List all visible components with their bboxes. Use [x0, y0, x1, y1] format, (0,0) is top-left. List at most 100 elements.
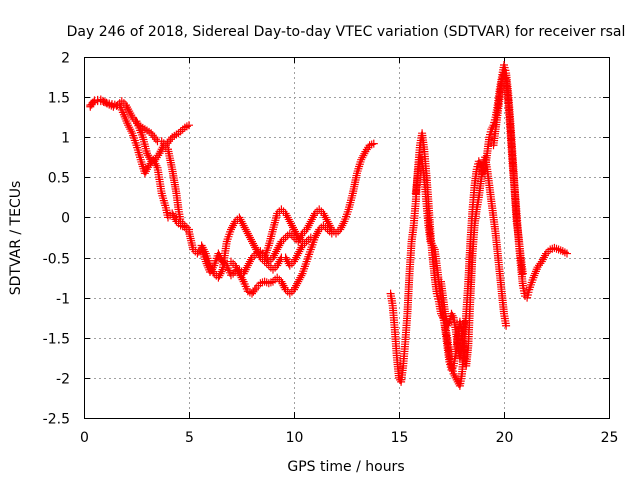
data-point — [448, 363, 457, 372]
data-point — [291, 227, 300, 236]
data-point — [126, 109, 135, 118]
data-point — [275, 257, 284, 266]
data-point — [327, 229, 336, 238]
data-point — [241, 265, 250, 274]
data-point — [292, 229, 301, 238]
data-point — [307, 215, 316, 224]
data-point — [502, 321, 511, 330]
data-point — [337, 223, 346, 232]
data-point — [215, 271, 224, 280]
data-point — [319, 209, 328, 218]
data-point — [233, 265, 242, 274]
data-point — [358, 153, 367, 162]
data-point — [240, 223, 249, 232]
data-point — [428, 241, 437, 250]
data-point — [252, 245, 261, 254]
data-point — [207, 263, 216, 272]
data-point — [281, 209, 290, 218]
data-point — [296, 245, 305, 254]
series-10 — [437, 277, 469, 362]
data-point — [253, 247, 262, 256]
data-point — [248, 237, 256, 246]
data-point — [249, 239, 258, 248]
data-point — [447, 365, 456, 374]
data-point — [429, 243, 438, 252]
x-axis-label: GPS time / hours — [287, 459, 404, 475]
data-point — [308, 213, 317, 222]
data-point — [273, 245, 282, 254]
data-point — [287, 221, 296, 230]
data-point — [292, 281, 301, 290]
data-point — [238, 219, 247, 228]
y-tick-label: 0 — [61, 211, 70, 227]
series-8 — [411, 153, 511, 374]
data-point — [324, 219, 333, 228]
data-point — [144, 151, 153, 160]
data-point — [448, 311, 457, 320]
data-point — [237, 217, 246, 226]
x-tick-label: 20 — [496, 430, 514, 446]
data-point — [275, 241, 284, 250]
data-point — [126, 125, 135, 134]
data-point — [244, 231, 253, 240]
data-point — [451, 373, 460, 382]
data-point — [143, 165, 151, 174]
data-point — [216, 269, 225, 278]
data-point — [303, 223, 312, 232]
data-point — [286, 219, 295, 228]
data-points — [86, 61, 571, 390]
data-point — [250, 241, 259, 250]
data-point — [443, 321, 452, 330]
data-point — [152, 161, 161, 170]
data-point — [127, 127, 136, 136]
data-point — [235, 269, 244, 278]
data-point — [292, 253, 301, 262]
y-axis-label: SDTVAR / TECUs — [8, 181, 24, 296]
data-point — [444, 319, 453, 328]
data-point — [200, 247, 209, 256]
data-point — [244, 259, 253, 268]
data-point — [563, 249, 571, 258]
y-tick-label: -2 — [56, 372, 70, 388]
data-point — [281, 253, 290, 262]
data-point — [427, 239, 436, 248]
y-tick-label: 1.5 — [48, 91, 70, 107]
data-point — [426, 237, 435, 246]
data-point — [290, 285, 298, 294]
data-point — [285, 217, 294, 226]
data-point — [141, 167, 150, 176]
data-point — [124, 121, 133, 130]
data-point — [238, 275, 247, 284]
data-point — [274, 243, 283, 252]
data-point — [274, 259, 283, 268]
data-point — [460, 317, 469, 326]
data-point — [237, 273, 246, 282]
data-point — [273, 261, 282, 270]
data-point — [217, 267, 226, 276]
data-point — [280, 283, 289, 292]
data-point — [311, 233, 319, 242]
plot-frame — [84, 57, 610, 419]
data-point — [246, 255, 255, 264]
data-point — [242, 227, 251, 236]
data-point — [245, 257, 254, 266]
data-point — [360, 149, 369, 158]
data-point — [304, 221, 313, 230]
data-point — [245, 233, 254, 242]
data-point — [236, 215, 245, 224]
data-point — [278, 279, 287, 288]
data-point — [232, 263, 241, 272]
data-point — [518, 269, 527, 278]
data-point — [320, 211, 329, 220]
x-tick-label: 0 — [80, 430, 89, 446]
data-point — [284, 215, 293, 224]
data-point — [251, 243, 260, 252]
data-point — [283, 213, 292, 222]
data-point — [140, 169, 149, 178]
data-point — [339, 219, 348, 228]
data-point — [243, 229, 252, 238]
data-point — [293, 251, 302, 260]
data-point — [302, 225, 311, 234]
data-point — [185, 121, 193, 130]
y-tick-label: -0.5 — [43, 252, 70, 268]
